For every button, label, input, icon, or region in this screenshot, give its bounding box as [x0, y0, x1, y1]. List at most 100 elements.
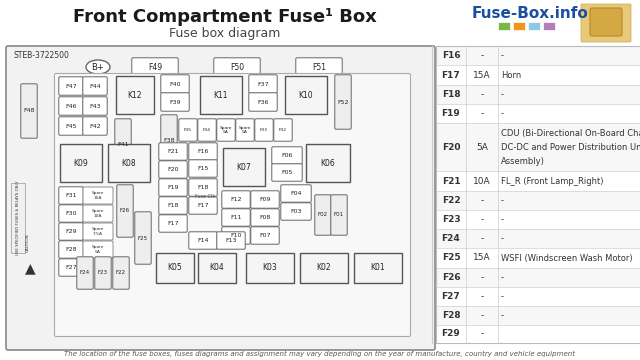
Text: F42: F42 [89, 123, 101, 129]
FancyBboxPatch shape [83, 223, 113, 240]
Text: Assembly): Assembly) [501, 157, 545, 166]
Text: 15A: 15A [473, 71, 491, 80]
Text: F23: F23 [98, 270, 108, 275]
FancyBboxPatch shape [83, 97, 107, 115]
Bar [436, 229, 640, 248]
Text: F20: F20 [167, 167, 179, 172]
FancyBboxPatch shape [59, 259, 83, 276]
FancyBboxPatch shape [159, 197, 188, 214]
Text: K04: K04 [210, 264, 225, 273]
FancyBboxPatch shape [83, 241, 113, 258]
FancyBboxPatch shape [113, 257, 129, 289]
FancyBboxPatch shape [132, 58, 178, 76]
Text: F10: F10 [230, 233, 242, 238]
FancyBboxPatch shape [590, 8, 622, 36]
Text: -: - [501, 311, 504, 320]
Text: F22: F22 [442, 196, 460, 205]
Text: -: - [481, 292, 484, 301]
Text: K01: K01 [371, 264, 385, 273]
Text: 15A: 15A [473, 253, 491, 262]
Text: K06: K06 [321, 158, 335, 167]
Text: -: - [481, 90, 484, 99]
Text: -: - [481, 329, 484, 338]
Text: F49: F49 [148, 63, 162, 72]
Text: F16: F16 [442, 51, 460, 60]
Text: -: - [501, 215, 504, 224]
Text: K07: K07 [237, 162, 252, 171]
Text: -: - [481, 196, 484, 205]
Bar [436, 171, 640, 191]
Bar [300, 253, 348, 283]
Bar [306, 144, 350, 182]
Text: F29: F29 [65, 229, 77, 234]
FancyBboxPatch shape [222, 191, 250, 208]
FancyBboxPatch shape [296, 58, 342, 76]
Bar [11, 183, 25, 253]
Text: F35: F35 [184, 128, 192, 132]
Text: F30: F30 [65, 211, 77, 216]
Text: F07: F07 [259, 233, 271, 238]
Text: F29: F29 [442, 329, 460, 338]
Text: FL_R (Front Lamp_Right): FL_R (Front Lamp_Right) [501, 176, 604, 185]
FancyBboxPatch shape [214, 58, 260, 76]
Text: F27: F27 [442, 292, 460, 301]
Text: CAUTION: CAUTION [26, 234, 30, 252]
Text: F43: F43 [89, 104, 101, 108]
FancyBboxPatch shape [83, 77, 107, 95]
Text: F33: F33 [260, 128, 268, 132]
Text: Fuse box diagram: Fuse box diagram [170, 27, 281, 40]
Text: F50: F50 [230, 63, 244, 72]
Text: F28: F28 [442, 311, 460, 320]
FancyBboxPatch shape [116, 185, 133, 237]
Text: Spare
10A: Spare 10A [92, 191, 104, 200]
FancyBboxPatch shape [159, 179, 188, 196]
Bar [436, 287, 640, 306]
Text: F18: F18 [442, 90, 460, 99]
Text: F03: F03 [291, 209, 301, 214]
Text: F06: F06 [282, 153, 292, 158]
Text: -: - [501, 292, 504, 301]
FancyBboxPatch shape [222, 227, 250, 244]
Text: -: - [481, 109, 484, 118]
FancyBboxPatch shape [543, 22, 555, 30]
Text: F38: F38 [163, 139, 175, 144]
FancyBboxPatch shape [159, 143, 188, 160]
Text: Horn: Horn [501, 71, 521, 80]
Text: F08: F08 [259, 215, 271, 220]
FancyBboxPatch shape [83, 117, 107, 135]
Bar [436, 104, 640, 123]
Text: F01: F01 [334, 212, 344, 217]
Text: The location of the fuse boxes, fuses diagrams and assignment may vary depending: The location of the fuse boxes, fuses di… [65, 351, 575, 357]
Text: F48: F48 [23, 108, 35, 113]
FancyBboxPatch shape [315, 195, 332, 235]
Text: Spare
5A: Spare 5A [220, 126, 232, 134]
Text: F21: F21 [442, 176, 460, 185]
Text: F18: F18 [167, 203, 179, 208]
Text: DC-DC and Power Distribution Unit: DC-DC and Power Distribution Unit [501, 143, 640, 152]
FancyBboxPatch shape [189, 197, 217, 214]
Text: F40: F40 [169, 81, 180, 86]
FancyBboxPatch shape [251, 227, 279, 244]
Text: K03: K03 [262, 264, 277, 273]
Bar [354, 253, 402, 283]
FancyBboxPatch shape [251, 209, 279, 226]
Bar [436, 191, 640, 210]
Text: F26: F26 [120, 208, 130, 213]
Text: F37: F37 [257, 81, 269, 86]
Text: USE SPECIFIED FUSES & RELAYS ONLY: USE SPECIFIED FUSES & RELAYS ONLY [16, 181, 20, 255]
Text: 10A: 10A [473, 176, 491, 185]
FancyBboxPatch shape [59, 97, 83, 115]
Text: F21: F21 [167, 149, 179, 154]
FancyBboxPatch shape [179, 119, 197, 141]
FancyBboxPatch shape [189, 179, 217, 196]
FancyBboxPatch shape [95, 257, 111, 289]
Text: F22: F22 [116, 270, 126, 275]
FancyBboxPatch shape [222, 209, 250, 226]
Bar [436, 123, 640, 171]
FancyBboxPatch shape [249, 75, 277, 93]
Bar [436, 248, 640, 268]
FancyBboxPatch shape [59, 187, 83, 204]
Text: WSFI (Windscreen Wash Motor): WSFI (Windscreen Wash Motor) [501, 253, 632, 262]
Text: -: - [501, 109, 504, 118]
FancyBboxPatch shape [20, 84, 37, 138]
